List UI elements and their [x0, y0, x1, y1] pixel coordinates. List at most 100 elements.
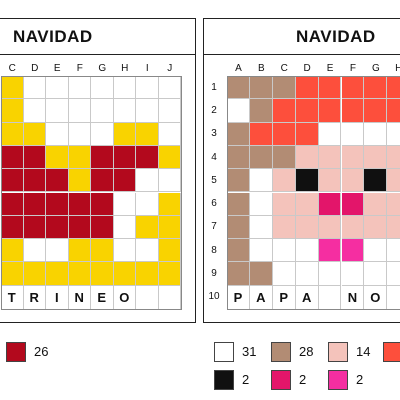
left-grid-cell — [1, 99, 24, 123]
right-grid-cell — [227, 99, 250, 123]
right-grid-cell — [249, 99, 273, 123]
right-puzzle-panel: NAVIDAD A B C D E F G H 1 2 3 4 5 6 7 8 9 10 P A P A N O — [203, 18, 400, 323]
right-grid-cell — [295, 145, 319, 170]
left-grid-cell — [46, 145, 69, 170]
left-grid-cell — [68, 262, 91, 286]
right-grid-cell — [387, 76, 400, 100]
left-grid-cell — [68, 99, 91, 123]
left-grid-cell — [91, 145, 114, 170]
right-word-cell: P — [273, 285, 296, 309]
right-legend-count: 2 — [356, 372, 364, 387]
right-grid-cell — [272, 145, 296, 170]
left-word-cell: I — [46, 285, 69, 309]
right-row-label-8: 8 — [211, 244, 217, 256]
left-grid-cell — [113, 192, 136, 216]
left-grid-cell — [158, 215, 181, 240]
right-grid-cell — [318, 192, 342, 216]
right-grid-cell — [295, 169, 319, 193]
right-legend-swatch — [271, 370, 291, 390]
left-grid-cell — [113, 145, 136, 170]
right-grid-cell — [364, 145, 388, 170]
left-grid-cell — [46, 169, 69, 193]
right-row-label-9: 9 — [211, 268, 217, 280]
left-col-label-f: F — [76, 63, 83, 74]
left-grid-cell — [91, 262, 114, 286]
right-grid-cell — [364, 215, 388, 240]
right-col-label-b: B — [258, 63, 265, 74]
right-grid-cell — [318, 122, 342, 146]
right-grid-cell — [227, 122, 250, 146]
right-grid-cell — [318, 145, 342, 170]
right-grid-cell — [249, 122, 273, 146]
left-grid-cell — [158, 239, 181, 263]
right-row-label-10: 10 — [208, 291, 220, 303]
right-grid-cell — [295, 76, 319, 100]
right-panel-title: NAVIDAD — [204, 19, 400, 55]
left-grid-cell — [1, 145, 24, 170]
left-grid-cell — [68, 215, 91, 240]
right-grid-cell — [227, 215, 250, 240]
left-grid-cell — [91, 169, 114, 193]
right-grid-cell — [249, 169, 273, 193]
left-word-cell: O — [114, 285, 136, 309]
left-col-label-d: D — [31, 63, 39, 74]
left-col-label-j: J — [167, 63, 173, 74]
right-grid-cell — [318, 99, 342, 123]
left-grid-cell — [113, 239, 136, 263]
right-grid-cell — [341, 215, 365, 240]
right-word-cell: N — [342, 285, 365, 309]
left-grid-cell — [68, 145, 91, 170]
right-row-label-6: 6 — [211, 198, 217, 210]
left-grid-cell — [46, 239, 69, 263]
right-legend-swatch — [214, 370, 234, 390]
left-grid-cell — [23, 145, 46, 170]
left-legend-swatch — [6, 342, 26, 362]
right-grid-cell — [272, 239, 296, 263]
right-grid-cell — [272, 215, 296, 240]
right-legend-count: 2 — [299, 372, 307, 387]
right-grid-cell — [227, 262, 250, 286]
left-grid-cell — [158, 192, 181, 216]
left-grid-cell — [158, 145, 181, 170]
left-grid-cell — [113, 169, 136, 193]
left-grid-cell — [68, 239, 91, 263]
left-grid-cell — [91, 76, 114, 100]
left-word-cell: N — [69, 285, 91, 309]
left-grid-cell — [46, 76, 69, 100]
left-col-label-i: I — [145, 63, 149, 74]
left-grid-cell — [91, 122, 114, 146]
right-grid-cell — [249, 192, 273, 216]
left-grid-cell — [158, 262, 181, 286]
left-word-cell — [136, 285, 159, 309]
left-grid-cell — [91, 192, 114, 216]
right-col-label-c: C — [280, 63, 288, 74]
left-grid-cell — [23, 122, 46, 146]
right-row-label-5: 5 — [211, 174, 217, 186]
left-col-label-c: C — [8, 63, 16, 74]
left-grid-cell — [113, 99, 136, 123]
right-grid-cell — [341, 122, 365, 146]
right-grid-cell — [227, 145, 250, 170]
left-word-cell — [159, 285, 181, 309]
left-grid-cell — [23, 192, 46, 216]
right-grid-cell — [341, 76, 365, 100]
right-grid-cell — [341, 145, 365, 170]
right-word-cell: A — [296, 285, 319, 309]
left-grid-cell — [23, 239, 46, 263]
right-word-cell — [387, 286, 400, 309]
right-grid-cell — [387, 262, 400, 286]
left-col-label-g: G — [98, 63, 107, 74]
right-legend-swatch — [214, 342, 234, 362]
left-word-cell: E — [91, 285, 114, 309]
left-grid-cell — [158, 99, 181, 123]
left-grid-cell — [1, 192, 24, 216]
right-legend-swatch — [328, 370, 348, 390]
left-grid-cell — [136, 99, 159, 123]
left-col-label-e: E — [53, 63, 61, 74]
right-grid-cell — [227, 239, 250, 263]
right-grid-cell — [341, 239, 365, 263]
right-grid-cell — [295, 215, 319, 240]
right-grid-cell — [295, 192, 319, 216]
right-grid-cell — [364, 76, 388, 100]
